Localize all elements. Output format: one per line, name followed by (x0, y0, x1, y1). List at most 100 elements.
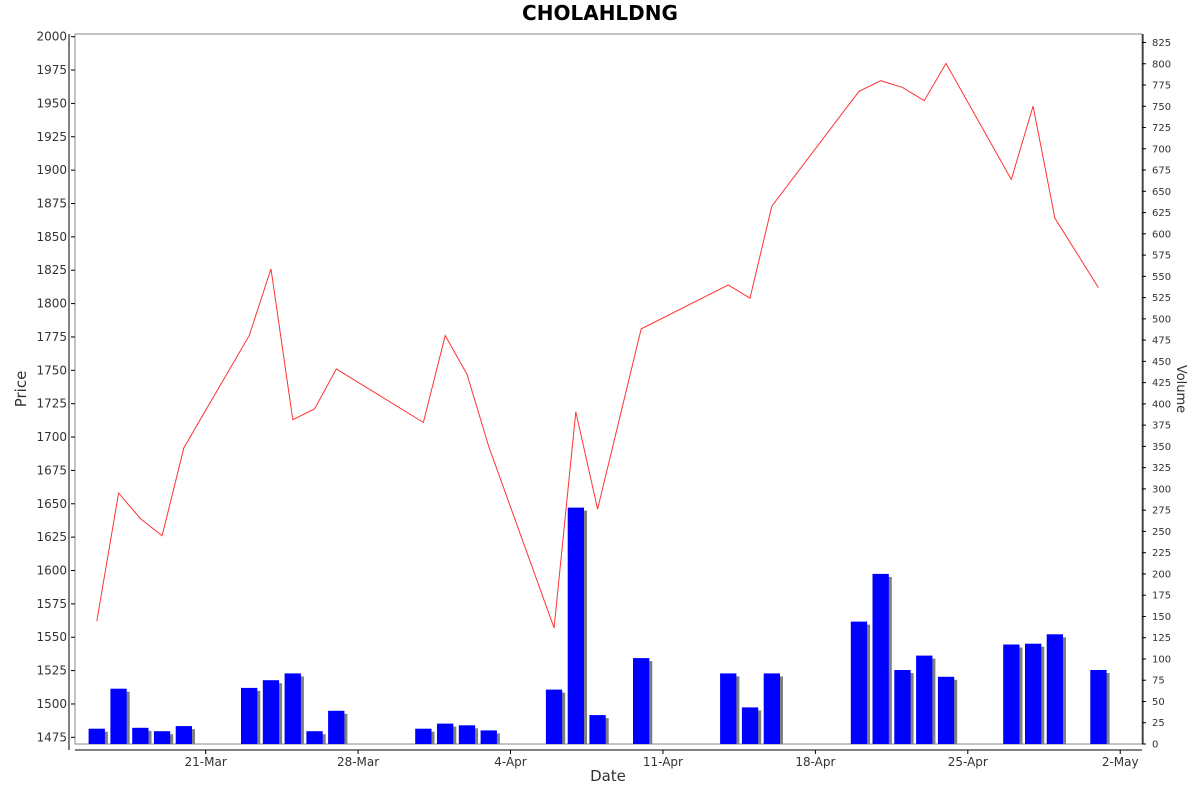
y2-tick-label: 75 (1152, 676, 1165, 687)
volume-bar (633, 658, 650, 744)
volume-bar (262, 680, 280, 744)
volume-bar (1003, 644, 1020, 744)
y2-tick-label: 450 (1152, 357, 1171, 368)
x-tick-label: 2-May (1102, 755, 1139, 769)
y2-tick-label: 350 (1152, 442, 1171, 453)
volume-bar (720, 673, 737, 744)
volume-bar (132, 727, 149, 744)
y-tick-label: 1975 (36, 63, 67, 77)
y-tick-label: 1625 (36, 530, 67, 544)
x-tick-label: 28-Mar (337, 755, 379, 769)
chart-title: CHOLAHLDNG (522, 1, 678, 25)
y-tick-label: 1600 (36, 564, 67, 578)
volume-bar (241, 687, 258, 744)
y2-tick-label: 600 (1152, 229, 1171, 240)
volume-bar (1046, 634, 1063, 744)
volume-bar (872, 573, 889, 744)
y2-tick-label: 525 (1152, 293, 1171, 304)
y-tick-label: 1575 (36, 597, 67, 611)
x-tick-label: 25-Apr (948, 755, 988, 769)
y2-tick-label: 775 (1152, 81, 1171, 92)
y-tick-label: 1925 (36, 130, 67, 144)
y2-axis-label: Volume (1173, 365, 1188, 413)
volume-bar (88, 728, 105, 744)
volume-bar (458, 725, 476, 744)
y2-tick-label: 200 (1152, 569, 1171, 580)
price-line-group (96, 62, 1099, 629)
axes: 1475150015251550157516001625165016751700… (36, 30, 1171, 769)
y-tick-label: 1950 (36, 96, 67, 110)
y2-tick-label: 750 (1152, 102, 1171, 113)
volume-bar (110, 688, 127, 744)
y2-tick-label: 250 (1152, 527, 1171, 538)
y2-tick-label: 550 (1152, 272, 1171, 283)
y2-tick-label: 500 (1152, 314, 1171, 325)
plot-area (74, 33, 1143, 745)
y-tick-label: 1675 (36, 463, 67, 477)
y2-tick-label: 400 (1152, 399, 1171, 410)
x-tick-label: 4-Apr (494, 755, 527, 769)
volume-bar (937, 676, 955, 744)
y2-tick-label: 225 (1152, 548, 1171, 559)
y2-tick-label: 475 (1152, 336, 1171, 347)
y-tick-label: 1800 (36, 297, 67, 311)
y2-tick-label: 325 (1152, 463, 1171, 474)
x-tick-label: 21-Mar (185, 755, 227, 769)
y2-tick-label: 575 (1152, 251, 1171, 262)
y2-tick-label: 125 (1152, 633, 1171, 644)
volume-bar (545, 689, 563, 744)
volume-bar (589, 715, 606, 744)
volume-bar (306, 731, 323, 744)
volume-bar (153, 731, 171, 744)
y-tick-label: 1700 (36, 430, 67, 444)
y-tick-label: 1525 (36, 664, 67, 678)
y-tick-label: 1750 (36, 363, 67, 377)
y2-tick-label: 0 (1152, 740, 1158, 751)
y2-tick-label: 425 (1152, 378, 1171, 389)
y-tick-label: 1825 (36, 263, 67, 277)
volume-bar (567, 507, 584, 744)
y-tick-label: 1900 (36, 163, 67, 177)
volume-bar (741, 707, 759, 744)
volume-bar (916, 655, 933, 744)
y-tick-label: 1725 (36, 397, 67, 411)
x-axis-label: Date (590, 767, 626, 785)
y2-tick-label: 300 (1152, 484, 1171, 495)
y-tick-label: 1475 (36, 730, 67, 744)
y-tick-label: 1775 (36, 330, 67, 344)
y2-tick-label: 825 (1152, 38, 1171, 49)
volume-bar (437, 723, 454, 744)
y-tick-label: 1850 (36, 230, 67, 244)
x-tick-label: 18-Apr (795, 755, 835, 769)
volume-bar (850, 621, 868, 744)
y2-tick-label: 50 (1152, 697, 1165, 708)
volume-bar (894, 670, 911, 744)
y-tick-label: 1650 (36, 497, 67, 511)
y2-tick-label: 800 (1152, 59, 1171, 70)
y2-tick-label: 375 (1152, 421, 1171, 432)
y-axis-label: Price (12, 371, 30, 408)
volume-bar (763, 673, 780, 744)
volume-bar (1090, 670, 1107, 744)
volume-bar (175, 726, 192, 744)
x-tick-label: 11-Apr (643, 755, 683, 769)
volume-bars (88, 507, 1110, 744)
volume-bar (480, 730, 497, 744)
volume-bar (284, 673, 301, 744)
y2-tick-label: 725 (1152, 123, 1171, 134)
y-tick-label: 2000 (36, 30, 67, 44)
volume-bar (1025, 643, 1042, 744)
volume-bar (415, 728, 432, 744)
y-tick-label: 1550 (36, 630, 67, 644)
y-tick-label: 1500 (36, 697, 67, 711)
volume-bar (328, 710, 345, 744)
y2-tick-label: 175 (1152, 591, 1171, 602)
y2-tick-label: 25 (1152, 718, 1165, 729)
y2-tick-label: 150 (1152, 612, 1171, 623)
price-line (96, 62, 1099, 629)
y2-tick-label: 625 (1152, 208, 1171, 219)
y-tick-label: 1875 (36, 196, 67, 210)
y2-tick-label: 675 (1152, 166, 1171, 177)
